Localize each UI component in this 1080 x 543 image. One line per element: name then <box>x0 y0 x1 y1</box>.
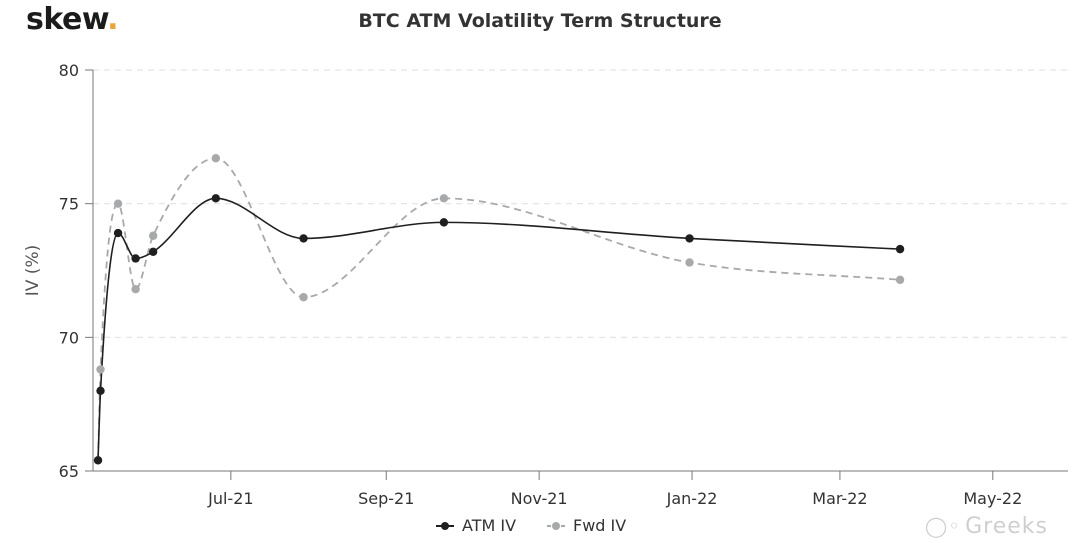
data-point-atm-iv[interactable] <box>211 194 221 203</box>
legend-item-atm-iv[interactable]: ATM IV <box>436 516 516 535</box>
wechat-icon: ◯◦ <box>924 514 962 538</box>
series-line-fwd-iv <box>97 157 901 461</box>
watermark-text: Greeks <box>965 514 1048 539</box>
data-point-atm-iv[interactable] <box>895 244 905 254</box>
data-point-fwd-iv[interactable] <box>895 275 905 285</box>
series-line-atm-iv <box>97 197 901 461</box>
data-point-fwd-iv[interactable] <box>148 231 158 240</box>
legend-label: Fwd IV <box>573 516 626 535</box>
data-point-fwd-iv[interactable] <box>299 293 308 302</box>
y-axis-title: IV (%) <box>23 245 43 296</box>
x-tick-label: Jan-22 <box>666 489 718 508</box>
legend-swatch-dot <box>441 522 449 530</box>
x-tick-label: Jul-21 <box>207 489 253 508</box>
data-point-fwd-iv[interactable] <box>113 199 123 208</box>
legend-swatch-dot <box>552 522 560 530</box>
x-tick-label: Mar-22 <box>812 489 867 508</box>
data-points <box>93 154 905 465</box>
data-point-atm-iv[interactable] <box>93 456 103 465</box>
data-point-fwd-iv[interactable] <box>131 285 140 294</box>
legend-label: ATM IV <box>462 516 516 535</box>
watermark: ◯◦ Greeks <box>925 514 1048 539</box>
legend-item-fwd-iv[interactable]: Fwd IV <box>547 516 626 535</box>
logo-text: skew <box>26 2 108 37</box>
data-point-atm-iv[interactable] <box>148 247 158 256</box>
data-point-atm-iv[interactable] <box>439 218 449 227</box>
x-tick-label: Nov-21 <box>511 489 568 508</box>
y-tick-label: 75 <box>59 195 79 214</box>
legend[interactable]: ATM IV Fwd IV <box>436 516 626 535</box>
y-tick-label: 70 <box>59 328 79 347</box>
x-tick-label: Sep-21 <box>358 489 414 508</box>
data-point-fwd-iv[interactable] <box>685 258 694 267</box>
x-tick-label: May-22 <box>963 489 1022 508</box>
chart-title: BTC ATM Volatility Term Structure <box>358 10 722 32</box>
data-point-atm-iv[interactable] <box>96 386 105 395</box>
data-point-fwd-iv[interactable] <box>96 365 105 374</box>
axes: 65 70 75 80 Jul-21 Sep-21 Nov-21 Jan-22 Mar-22 Ma… <box>23 61 1068 508</box>
y-tick-label: 65 <box>59 462 79 481</box>
data-point-atm-iv[interactable] <box>113 228 123 238</box>
skew-logo: skew. <box>26 2 119 37</box>
data-point-atm-iv[interactable] <box>299 234 308 243</box>
series-lines <box>97 157 901 461</box>
grid-lines <box>93 69 1068 338</box>
data-point-atm-iv[interactable] <box>685 234 694 243</box>
data-point-fwd-iv[interactable] <box>211 154 221 163</box>
logo-dot: . <box>107 2 119 37</box>
data-point-atm-iv[interactable] <box>131 254 140 263</box>
y-tick-label: 80 <box>59 61 79 80</box>
data-point-fwd-iv[interactable] <box>439 194 449 203</box>
